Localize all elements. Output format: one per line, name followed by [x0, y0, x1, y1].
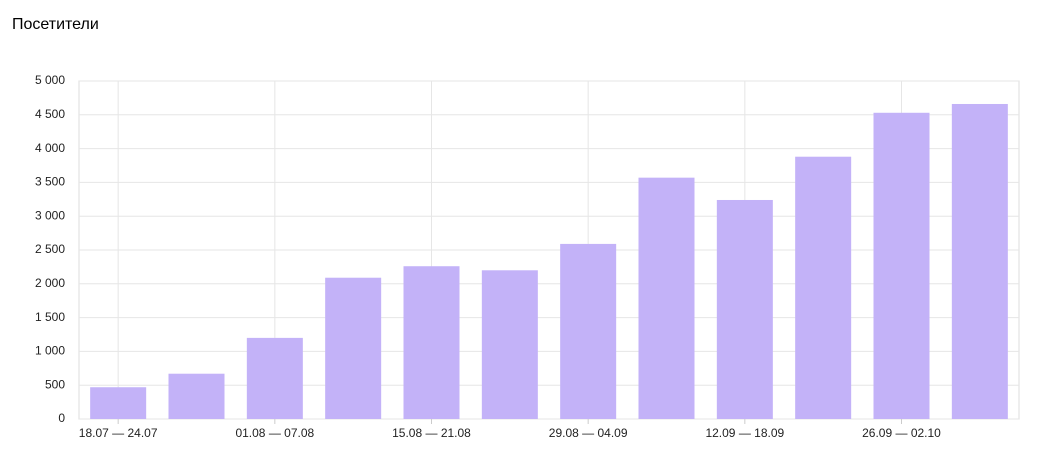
y-tick-label: 3 000 [35, 208, 65, 222]
x-tick-label: 18.07 — 24.07 [79, 426, 158, 440]
y-tick-label: 1 000 [35, 344, 65, 358]
bar [951, 103, 1008, 419]
y-tick-label: 2 500 [35, 242, 65, 256]
bar [873, 112, 930, 419]
y-tick-label: 4 000 [35, 141, 65, 155]
x-tick-label: 01.08 — 07.08 [235, 426, 314, 440]
x-tick-label: 12.09 — 18.09 [705, 426, 784, 440]
bar [638, 177, 695, 419]
bar [246, 337, 303, 419]
bar [168, 373, 225, 419]
x-tick-label: 15.08 — 21.08 [392, 426, 471, 440]
bar [90, 387, 147, 419]
chart-title: Посетители [12, 16, 99, 33]
y-tick-label: 0 [58, 411, 65, 425]
bar [560, 243, 617, 419]
y-tick-label: 3 500 [35, 175, 65, 189]
y-tick-label: 1 500 [35, 310, 65, 324]
y-tick-label: 4 500 [35, 107, 65, 121]
y-tick-label: 500 [45, 377, 65, 391]
bar [481, 270, 538, 419]
x-tick-label: 29.08 — 04.09 [549, 426, 628, 440]
bar [403, 266, 460, 419]
x-tick-label: 26.09 — 02.10 [862, 426, 941, 440]
bar [716, 199, 773, 419]
y-tick-label: 2 000 [35, 276, 65, 290]
y-tick-label: 5 000 [35, 73, 65, 87]
bar [795, 156, 852, 419]
bar [325, 277, 382, 419]
